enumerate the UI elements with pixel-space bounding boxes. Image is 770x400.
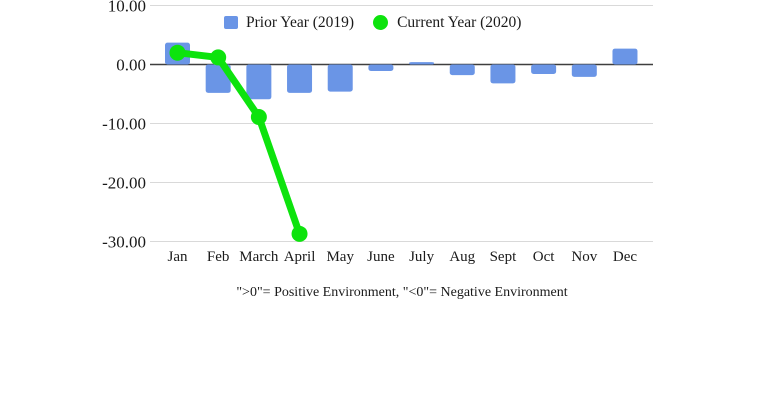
bar-aug [449, 64, 475, 76]
bar-nov [571, 64, 597, 77]
x-tick-label-july: July [409, 249, 435, 265]
chart-caption: ">0"= Positive Environment, "<0"= Negati… [236, 285, 568, 300]
current-year-marker-march [250, 109, 267, 126]
x-tick-label-june: June [367, 249, 395, 265]
bar-april [287, 64, 313, 93]
bar-may [327, 64, 353, 92]
x-tick-label-feb: Feb [207, 249, 230, 265]
prior-year-legend-label: Prior Year (2019) [246, 14, 355, 31]
y-tick-label-2: -10.00 [102, 115, 146, 134]
y-tick-label-1: 0.00 [116, 56, 146, 75]
x-tick-label-aug: Aug [449, 249, 475, 265]
y-tick-label-0: 10.00 [108, 0, 146, 16]
current-year-line [174, 49, 304, 238]
bar-dec [612, 48, 638, 65]
combo-chart: 10.00 0.00 -10.00 -20.00 -30.00 Jan Feb March Ap… [102, 0, 653, 265]
x-tick-label-jan: Jan [168, 249, 188, 265]
current-year-marker-jan [169, 44, 186, 61]
bar-july [409, 62, 435, 65]
x-tick-label-oct: Oct [533, 249, 555, 265]
bar-sept [490, 64, 516, 84]
x-tick-label-april: April [284, 249, 316, 265]
bar-june [368, 64, 394, 71]
current-year-legend-swatch [373, 15, 389, 30]
x-tick-label-dec: Dec [613, 249, 637, 265]
current-year-legend-label: Current Year (2020) [397, 14, 522, 31]
y-tick-label-4: -30.00 [102, 233, 146, 252]
bar-march [246, 64, 272, 100]
x-tick-label-may: May [326, 249, 354, 265]
bar-oct [531, 64, 557, 74]
prior-year-legend-swatch [224, 16, 238, 29]
x-tick-label-nov: Nov [571, 249, 597, 265]
current-year-marker-feb [210, 49, 227, 66]
x-tick-label-sept: Sept [490, 249, 518, 265]
current-year-marker-april [291, 225, 308, 242]
chart-legend: Prior Year (2019) Current Year (2020) [224, 13, 521, 32]
x-tick-label-march: March [239, 249, 279, 265]
y-tick-label-3: -20.00 [102, 174, 146, 193]
